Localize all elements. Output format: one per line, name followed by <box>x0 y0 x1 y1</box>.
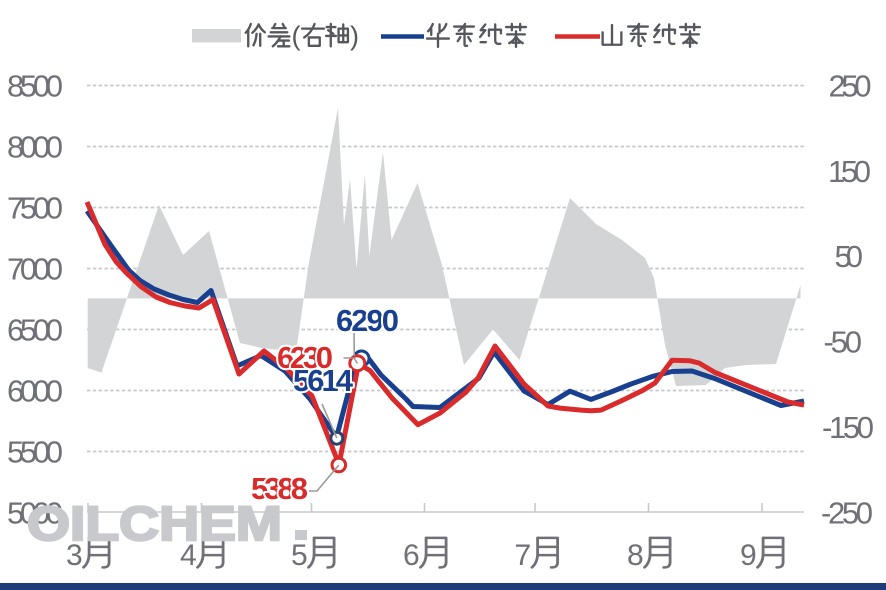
svg-text:5000: 5000 <box>7 495 63 530</box>
svg-text:50: 50 <box>835 239 864 274</box>
svg-text:150: 150 <box>828 154 871 189</box>
svg-text:5614: 5614 <box>293 363 354 398</box>
svg-text:-50: -50 <box>824 325 863 360</box>
svg-text:6230: 6230 <box>277 340 333 375</box>
svg-text:): ) <box>350 21 359 51</box>
svg-text:8000: 8000 <box>7 129 63 164</box>
svg-text:7500: 7500 <box>7 190 63 225</box>
svg-text:6: 6 <box>403 539 420 572</box>
svg-text:250: 250 <box>829 68 872 103</box>
svg-text:6500: 6500 <box>7 312 63 347</box>
svg-text:6290: 6290 <box>336 303 399 338</box>
svg-text:9: 9 <box>740 539 757 572</box>
svg-text:5388: 5388 <box>251 471 308 506</box>
svg-text:6000: 6000 <box>7 373 63 408</box>
svg-text:8: 8 <box>627 539 644 572</box>
svg-text:5: 5 <box>291 539 308 572</box>
svg-text:(: ( <box>292 21 301 51</box>
svg-text:4: 4 <box>180 539 197 572</box>
svg-text:3: 3 <box>66 539 83 572</box>
svg-text:8500: 8500 <box>7 68 63 103</box>
svg-text:5500: 5500 <box>7 434 63 469</box>
svg-text:7000: 7000 <box>7 251 63 286</box>
svg-text:OILCHEM: OILCHEM <box>27 498 282 551</box>
svg-text:-250: -250 <box>821 495 873 530</box>
svg-text:-150: -150 <box>822 410 874 445</box>
svg-text:7: 7 <box>515 539 532 572</box>
